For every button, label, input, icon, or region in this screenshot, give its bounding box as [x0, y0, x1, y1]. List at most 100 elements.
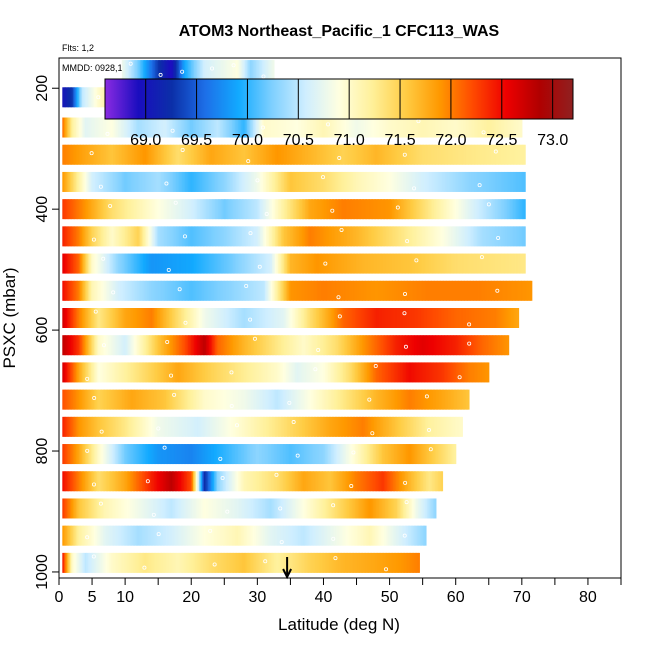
heatmap-cell — [206, 60, 209, 81]
heatmap-cell — [371, 280, 374, 301]
heatmap-cell — [398, 389, 401, 410]
heatmap-cell — [493, 226, 496, 247]
heatmap-cell — [329, 280, 332, 301]
heatmap-cell — [333, 280, 336, 301]
heatmap-cell — [176, 308, 179, 328]
heatmap-cell — [170, 280, 173, 301]
heatmap-cell — [182, 362, 185, 383]
heatmap-cell — [363, 144, 366, 165]
heatmap-cell — [263, 389, 266, 410]
heatmap-cell — [313, 199, 317, 220]
heatmap-cell — [81, 308, 84, 328]
heatmap-cell — [267, 280, 270, 301]
heatmap-cell — [230, 199, 233, 220]
heatmap-cell — [387, 253, 390, 274]
heatmap-cell — [89, 87, 92, 108]
heatmap-cell — [300, 416, 303, 437]
heatmap-cell — [450, 199, 453, 220]
heatmap-cell — [378, 308, 382, 328]
heatmap-cell — [120, 226, 123, 247]
heatmap-cell — [301, 253, 305, 274]
heatmap-cell — [372, 171, 375, 192]
heatmap-cell — [484, 308, 487, 328]
heatmap-cell — [146, 471, 149, 492]
heatmap-cell — [359, 525, 362, 546]
heatmap-cell — [357, 308, 361, 328]
heatmap-cell — [75, 280, 78, 301]
heatmap-cell — [278, 362, 281, 383]
heatmap-cell — [445, 362, 448, 383]
heatmap-cell — [132, 362, 135, 383]
heatmap-cell — [93, 253, 96, 274]
heatmap-cell — [256, 444, 259, 465]
heatmap-cell — [291, 335, 294, 356]
heatmap-cell — [314, 389, 317, 410]
heatmap-cell — [207, 280, 210, 301]
heatmap-cell — [501, 144, 504, 165]
heatmap-cell — [137, 471, 140, 492]
heatmap-cell — [436, 117, 439, 138]
heatmap-cell — [156, 444, 159, 465]
heatmap-cell — [248, 498, 251, 519]
heatmap-cell — [167, 253, 170, 274]
heatmap-cell — [137, 389, 140, 410]
heatmap-cell — [170, 117, 173, 138]
heatmap-cell — [120, 444, 123, 465]
heatmap-cell — [461, 308, 464, 328]
heatmap-cell — [228, 335, 231, 356]
heatmap-cell — [116, 226, 119, 247]
heatmap-cell — [446, 389, 449, 410]
heatmap-cell — [140, 199, 143, 220]
heatmap-cell — [218, 308, 221, 328]
heatmap-cell — [290, 416, 293, 437]
heatmap-cell — [180, 253, 183, 274]
heatmap-cell — [421, 416, 424, 437]
heatmap-cell — [458, 117, 461, 138]
heatmap-cell — [140, 171, 143, 192]
heatmap-cell — [149, 280, 152, 301]
heatmap-cell — [263, 362, 266, 383]
heatmap-cell — [142, 60, 145, 81]
heatmap-cell — [421, 253, 424, 274]
heatmap-cell — [337, 253, 340, 274]
heatmap-cell — [239, 335, 242, 356]
heatmap-cell — [269, 171, 272, 192]
heatmap-cell — [239, 471, 242, 492]
heatmap-cell — [358, 253, 361, 274]
heatmap-cell — [125, 389, 128, 410]
heatmap-cell — [414, 171, 417, 192]
heatmap-cell — [234, 226, 237, 247]
heatmap-cell — [443, 389, 446, 410]
heatmap-cell — [469, 144, 472, 165]
heatmap-cell — [344, 117, 347, 138]
heatmap-cell — [435, 416, 438, 437]
heatmap-cell — [149, 498, 152, 519]
heatmap-cell — [431, 444, 434, 465]
heatmap-cell — [322, 416, 326, 437]
heatmap-cell — [200, 389, 203, 410]
heatmap-cell — [77, 471, 80, 492]
heatmap-cell — [477, 253, 480, 274]
heatmap-cell — [213, 144, 216, 165]
heatmap-cell — [428, 362, 431, 383]
heatmap-cell — [265, 117, 268, 138]
heatmap-cell — [93, 362, 96, 383]
heatmap-cell — [399, 226, 402, 247]
heatmap-cell — [203, 253, 206, 274]
heatmap-cell — [410, 280, 413, 301]
heatmap-cell — [233, 416, 236, 437]
heatmap-cell — [453, 171, 456, 192]
heatmap-cell — [338, 117, 341, 138]
heatmap-cell — [460, 117, 463, 138]
heatmap-cell — [123, 144, 126, 165]
heatmap-cell — [495, 253, 498, 274]
heatmap-cell — [301, 362, 304, 383]
heatmap-cell — [298, 253, 302, 274]
heatmap-cell — [93, 280, 96, 301]
heatmap-cell — [460, 171, 463, 192]
heatmap-cell — [280, 171, 284, 192]
heatmap-cell — [74, 226, 77, 247]
heatmap-cell — [194, 444, 197, 465]
heatmap-cell — [425, 444, 428, 465]
heatmap-cell — [180, 226, 183, 247]
